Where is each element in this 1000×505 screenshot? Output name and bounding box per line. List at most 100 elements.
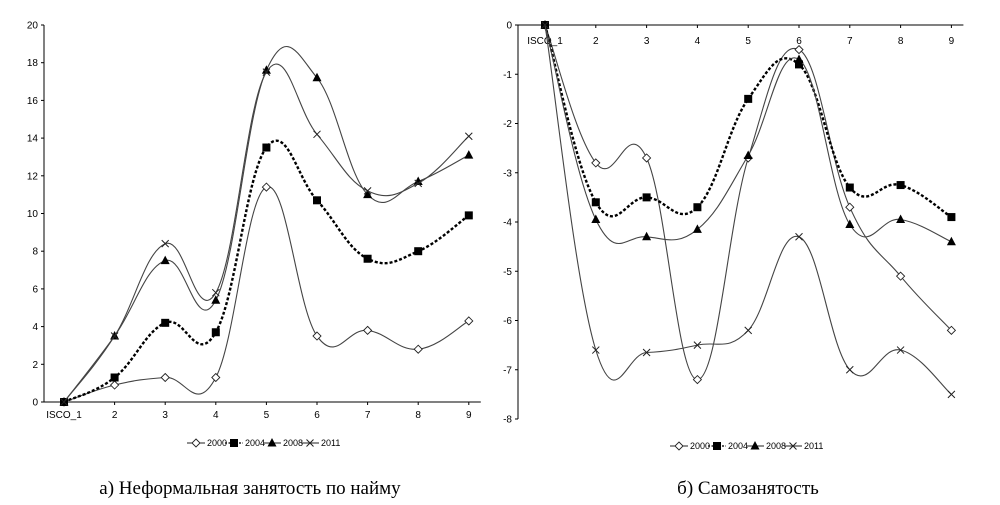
- legend-marker-2000: [674, 441, 684, 451]
- x-tick-label: 8: [415, 410, 421, 421]
- caption-self-employment: б) Самозанятость: [677, 478, 819, 499]
- data-point-2011: [161, 239, 170, 248]
- legend-label: 2004: [245, 438, 265, 448]
- data-point-2000: [464, 316, 474, 326]
- data-point-2004: [363, 254, 372, 263]
- legend-marker-2008: [750, 441, 760, 450]
- x-tick-label: ISCO_1: [46, 410, 82, 421]
- data-point-2004: [464, 211, 473, 220]
- legend-label: 2000: [207, 438, 227, 448]
- data-point-2000: [845, 202, 855, 212]
- series-line-2004: [543, 24, 953, 219]
- legend-marker-2011: [789, 442, 797, 450]
- y-tick-label: -1: [503, 70, 512, 81]
- series-line-2000: [63, 186, 470, 403]
- data-point-2011: [947, 390, 956, 399]
- data-point-2004: [642, 193, 651, 202]
- x-tick-label: 9: [466, 410, 472, 421]
- legend-label: 2011: [804, 441, 823, 451]
- x-tick-label: 9: [949, 36, 955, 47]
- data-point-2000: [261, 182, 272, 192]
- data-point-2008: [845, 219, 855, 228]
- series-line-2004: [63, 139, 470, 404]
- y-tick-label: 18: [27, 58, 39, 69]
- legend-marker-2000: [191, 438, 201, 448]
- data-point-2011: [313, 130, 321, 139]
- data-point-2008: [464, 150, 474, 159]
- series-line-2011: [544, 24, 952, 395]
- legend-label: 2008: [283, 438, 303, 448]
- data-point-2008: [946, 236, 956, 246]
- series-line-2011: [63, 63, 470, 403]
- data-point-2011: [60, 398, 68, 406]
- data-point-2004: [795, 60, 803, 69]
- legend-marker-2011: [306, 439, 314, 447]
- series-line-2008: [544, 24, 952, 244]
- y-tick-label: 14: [27, 134, 39, 145]
- legend: 2000 2004 2008 2011: [187, 438, 340, 448]
- data-point-2004: [211, 328, 220, 337]
- series-line-2000: [544, 24, 952, 381]
- y-tick-label: 12: [27, 171, 39, 182]
- x-tick-label: 4: [695, 36, 701, 47]
- y-tick-label: 10: [27, 209, 39, 220]
- y-tick-label: 20: [27, 21, 39, 32]
- data-point-2011: [795, 232, 803, 241]
- data-point-2011: [744, 326, 753, 335]
- y-tick-label: 8: [32, 247, 38, 258]
- data-point-2000: [946, 325, 957, 335]
- data-point-2011: [591, 346, 600, 354]
- data-point-2008: [591, 214, 601, 224]
- data-point-2004: [161, 318, 170, 327]
- x-tick-label: 5: [745, 36, 751, 47]
- data-point-2000: [794, 44, 804, 55]
- legend-marker-2008: [267, 438, 277, 447]
- data-point-2008: [743, 150, 753, 160]
- y-tick-label: -7: [503, 365, 512, 376]
- legend-label: 2008: [766, 441, 786, 451]
- legend-label: 2011: [321, 438, 340, 448]
- y-tick-label: 16: [27, 96, 39, 107]
- data-point-2004: [744, 94, 753, 103]
- y-tick-label: 6: [32, 284, 38, 295]
- data-point-2011: [414, 179, 423, 188]
- data-point-2008: [896, 214, 906, 224]
- data-point-2011: [110, 332, 119, 340]
- data-point-2008: [413, 176, 423, 185]
- series-line-2008: [63, 46, 470, 403]
- x-tick-label: 7: [847, 36, 853, 47]
- data-point-2011: [642, 348, 651, 357]
- y-tick-label: 0: [32, 398, 38, 409]
- x-tick-label: 2: [593, 36, 599, 47]
- data-point-2004: [262, 143, 271, 152]
- y-tick-label: -4: [503, 218, 512, 229]
- x-tick-label: 3: [644, 36, 650, 47]
- data-point-2008: [642, 231, 652, 241]
- data-point-2004: [414, 247, 423, 256]
- x-tick-label: 2: [112, 410, 118, 421]
- x-tick-label: 8: [898, 36, 904, 47]
- data-point-2004: [591, 198, 600, 207]
- data-point-2000: [312, 331, 322, 341]
- x-tick-label: 3: [162, 410, 168, 421]
- data-point-2000: [641, 153, 652, 163]
- legend-label: 2004: [728, 441, 748, 451]
- data-point-2004: [110, 373, 119, 382]
- data-point-2000: [895, 271, 906, 281]
- data-point-2011: [541, 21, 549, 29]
- y-tick-label: 0: [506, 21, 512, 32]
- data-point-2011: [363, 187, 372, 195]
- data-point-2011: [693, 341, 702, 349]
- data-point-2011: [211, 288, 220, 297]
- data-point-2000: [692, 374, 703, 385]
- legend-marker-2004: [713, 442, 721, 450]
- y-tick-label: -3: [503, 168, 512, 179]
- x-tick-label: 7: [365, 410, 371, 421]
- data-point-2008: [312, 72, 322, 82]
- data-point-2008: [692, 224, 702, 233]
- data-point-2000: [362, 325, 373, 336]
- data-point-2008: [211, 295, 221, 304]
- x-tick-label: 5: [264, 410, 270, 421]
